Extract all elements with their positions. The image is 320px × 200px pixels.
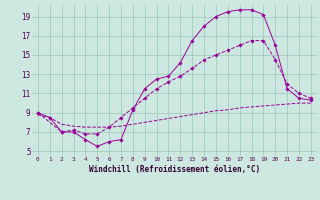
X-axis label: Windchill (Refroidissement éolien,°C): Windchill (Refroidissement éolien,°C) [89, 165, 260, 174]
